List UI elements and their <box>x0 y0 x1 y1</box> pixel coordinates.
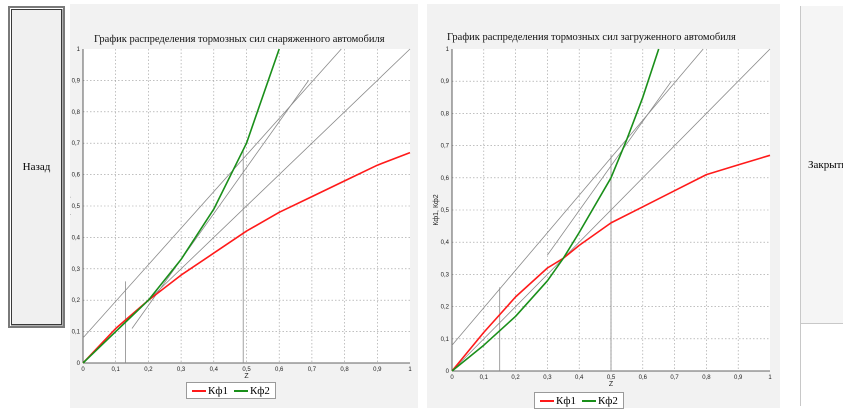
y-tick-label: 0,3 <box>441 272 450 278</box>
legend-swatch-red <box>192 389 206 392</box>
x-tick-label: 0 <box>450 375 454 381</box>
y-tick-label: 0,8 <box>441 111 450 117</box>
x-tick-label: 1 <box>768 375 772 381</box>
x-tick-label: 0,5 <box>607 375 616 381</box>
y-tick-label: 0 <box>446 369 450 375</box>
y-tick-label: 0 <box>77 361 81 367</box>
x-tick-label: 0,8 <box>702 375 711 381</box>
chart-panel-laden: График распределения тормозных сил загру… <box>427 4 780 409</box>
series-line-kf2 <box>451 48 660 372</box>
x-tick-label: 0,4 <box>210 367 219 373</box>
x-tick-label: 0,1 <box>112 367 121 373</box>
y-tick-label: 0,9 <box>72 78 81 84</box>
right-panel: Закрыть <box>800 6 843 406</box>
legend-item-kf1: Кф1 <box>540 395 576 407</box>
series-line-kf2 <box>82 48 280 364</box>
chart-unladen: График распределения тормозных сил снаря… <box>70 34 412 380</box>
chart-legend: Кф1 Кф2 <box>186 382 276 399</box>
back-button-label: Назад <box>22 161 51 173</box>
y-tick-label: 0,1 <box>72 330 81 336</box>
y-tick-label: 0,2 <box>441 305 450 311</box>
x-tick-label: 0,5 <box>242 367 251 373</box>
close-button-label: Закрыть <box>808 158 843 171</box>
legend-swatch-green <box>581 399 596 402</box>
legend-label: Кф2 <box>597 394 618 407</box>
legend-item-kf2: Кф2 <box>233 384 270 397</box>
legend-label: Кф2 <box>249 384 270 397</box>
back-button[interactable]: Назад <box>8 6 65 328</box>
x-tick-label: 0,9 <box>734 375 743 381</box>
close-button[interactable]: Закрыть <box>801 6 843 324</box>
chart-title: График распределения тормозных сил снаря… <box>94 34 385 45</box>
legend-item-kf1: Кф1 <box>192 385 228 397</box>
legend-swatch-red <box>540 399 554 402</box>
reference-line <box>82 48 342 339</box>
y-tick-label: 0,8 <box>72 110 81 116</box>
reference-line <box>547 80 672 256</box>
x-tick-label: 0,8 <box>340 367 349 373</box>
y-tick-label: 1 <box>446 47 450 53</box>
legend-item-kf2: Кф2 <box>581 394 618 407</box>
y-tick-label: 0,6 <box>72 173 81 179</box>
y-tick-label: 0,4 <box>72 235 81 241</box>
x-tick-label: 0,2 <box>144 367 153 373</box>
y-axis-label: Кф1, Кф2 <box>433 194 440 225</box>
reference-line <box>131 80 309 329</box>
x-tick-label: 0,4 <box>575 375 584 381</box>
y-tick-label: 0,2 <box>72 298 81 304</box>
x-tick-label: 0,9 <box>373 367 382 373</box>
x-tick-label: 1 <box>408 367 412 373</box>
legend-label: Кф1 <box>208 384 228 397</box>
series-line-kf1 <box>451 154 771 372</box>
chart-legend: Кф1 Кф2 <box>534 392 624 409</box>
x-tick-label: 0,1 <box>480 375 489 381</box>
y-axis-label: Кф1, Кф2 <box>70 190 71 221</box>
x-axis-label: Z <box>244 373 249 380</box>
y-tick-label: 0,1 <box>441 337 450 343</box>
x-tick-label: 0,7 <box>670 375 679 381</box>
chart-title: График распределения тормозных сил загру… <box>447 32 736 43</box>
reference-line <box>451 48 704 346</box>
y-tick-label: 0,6 <box>441 176 450 182</box>
x-tick-label: 0,6 <box>639 375 648 381</box>
legend-label: Кф1 <box>556 394 576 407</box>
x-tick-label: 0,2 <box>511 375 520 381</box>
y-tick-label: 0,4 <box>441 240 450 246</box>
x-tick-label: 0,7 <box>308 367 317 373</box>
y-tick-label: 1 <box>77 47 81 53</box>
x-tick-label: 0,3 <box>543 375 552 381</box>
chart-laden: График распределения тормозных сил загру… <box>433 32 772 388</box>
x-axis-label: Z <box>609 381 614 388</box>
x-tick-label: 0,3 <box>177 367 186 373</box>
x-tick-label: 0,6 <box>275 367 284 373</box>
chart-panel-unladen: График распределения тормозных сил снаря… <box>70 4 418 408</box>
y-tick-label: 0,3 <box>72 267 81 273</box>
y-tick-label: 0,7 <box>441 144 450 150</box>
y-tick-label: 0,7 <box>72 141 81 147</box>
legend-swatch-green <box>233 389 248 392</box>
x-tick-label: 0 <box>81 367 85 373</box>
y-tick-label: 0,5 <box>72 204 81 210</box>
y-tick-label: 0,5 <box>441 208 450 214</box>
y-tick-label: 0,9 <box>441 79 450 85</box>
